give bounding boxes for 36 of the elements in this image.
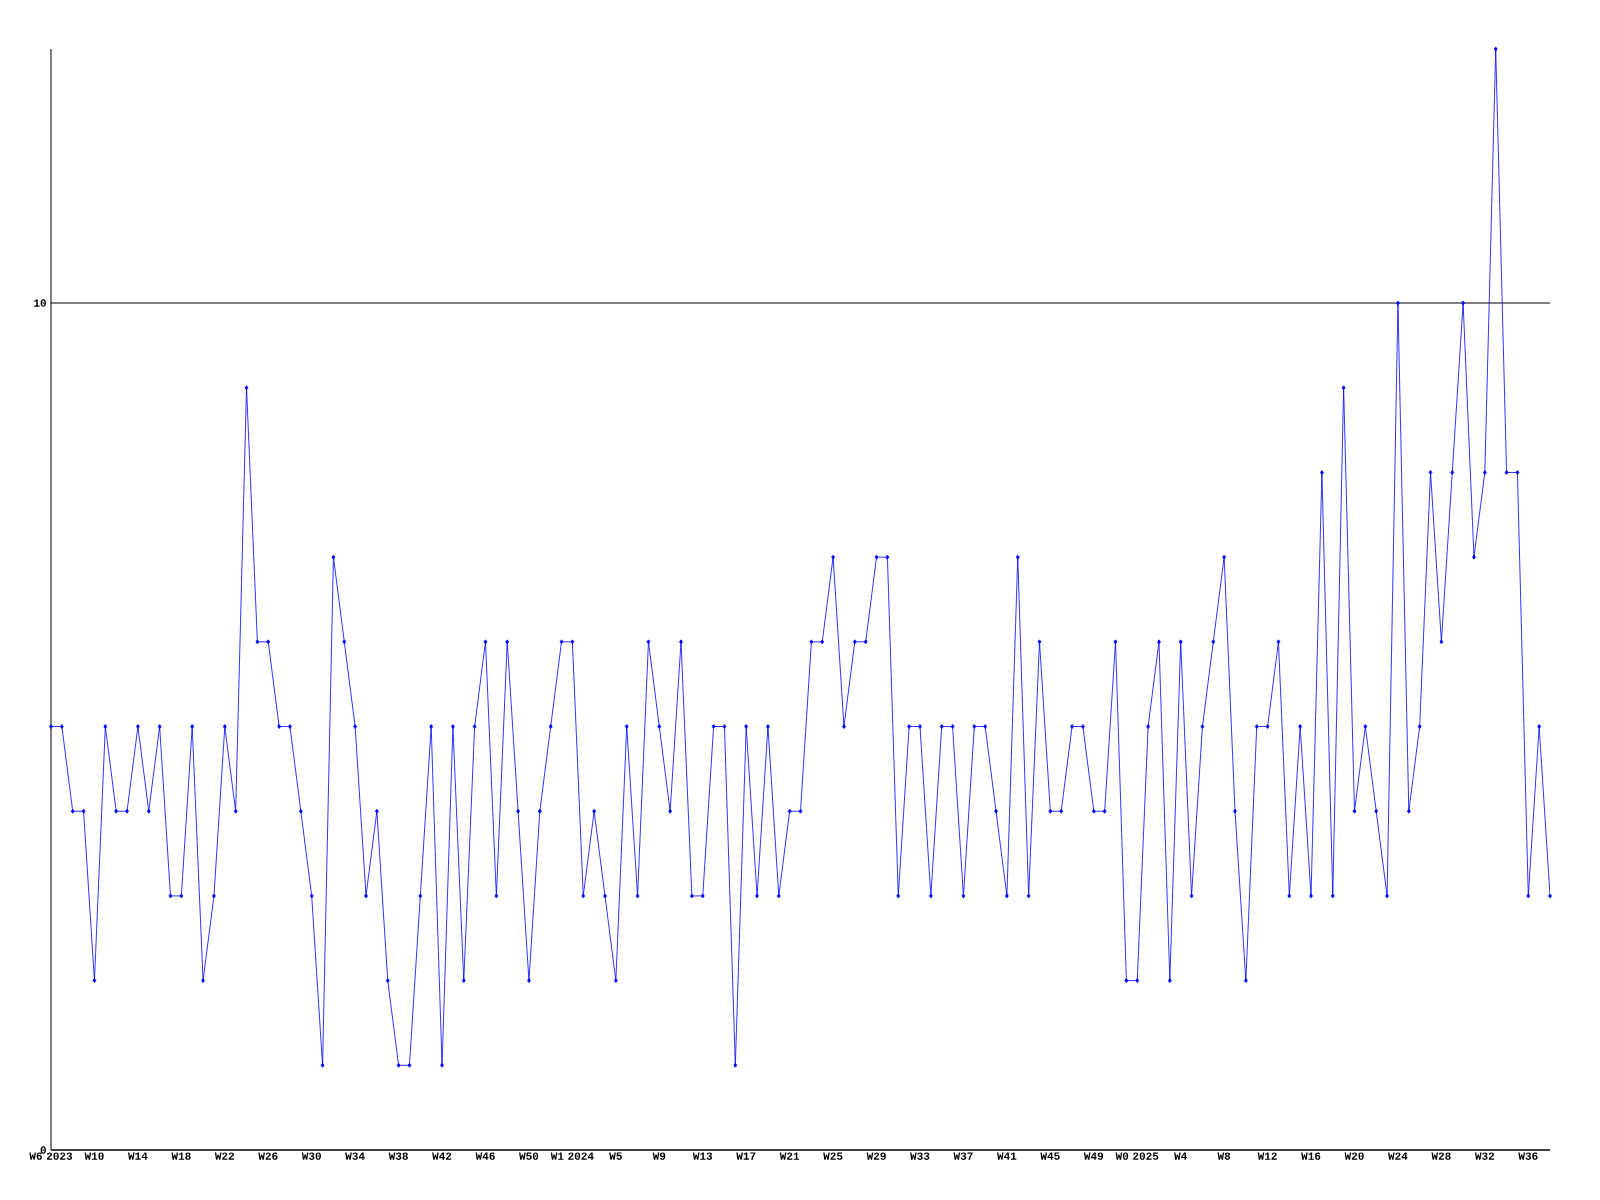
- x-tick-label: W46: [475, 1152, 495, 1160]
- x-tick-label: W38: [388, 1152, 408, 1160]
- x-tick-label: W30: [301, 1152, 321, 1160]
- x-tick-label: W34: [345, 1152, 365, 1160]
- x-tick-label: W13: [692, 1152, 713, 1160]
- x-tick-label: W12: [1257, 1152, 1277, 1160]
- x-tick-label: W18: [171, 1152, 191, 1160]
- x-tick-label: W1 2024: [550, 1152, 594, 1160]
- x-tick-label: W20: [1344, 1152, 1364, 1160]
- x-tick-label: W9: [652, 1152, 666, 1160]
- x-tick-label: W25: [823, 1152, 843, 1160]
- x-tick-label: W50: [519, 1152, 539, 1160]
- x-tick-label: W33: [910, 1152, 930, 1160]
- x-tick-label: W0 2025: [1115, 1152, 1159, 1160]
- x-tick-label: W8: [1217, 1152, 1231, 1160]
- x-tick-label: W49: [1083, 1152, 1104, 1160]
- x-tick-label: W32: [1474, 1152, 1495, 1160]
- x-tick-label: W21: [779, 1152, 800, 1160]
- x-tick-label: W10: [84, 1152, 104, 1160]
- x-tick-label: W5: [609, 1152, 622, 1160]
- y-tick-label: 10: [34, 299, 46, 307]
- x-tick-label: W22: [214, 1152, 235, 1160]
- x-tick-label: W36: [1518, 1152, 1538, 1160]
- x-tick-label: W14: [128, 1152, 148, 1160]
- x-tick-label: W29: [866, 1152, 886, 1160]
- x-tick-label: W41: [996, 1152, 1017, 1160]
- y-tick-label: 0: [40, 1146, 46, 1154]
- x-tick-label: W42: [432, 1152, 452, 1160]
- x-tick-label: W28: [1431, 1152, 1451, 1160]
- x-tick-label: W37: [953, 1152, 973, 1160]
- x-tick-label: W16: [1301, 1152, 1321, 1160]
- x-tick-label: W4: [1174, 1152, 1187, 1160]
- x-tick-label: W26: [258, 1152, 278, 1160]
- x-tick-label: W45: [1040, 1152, 1060, 1160]
- x-tick-label: W17: [736, 1152, 756, 1160]
- x-tick-label: W24: [1388, 1152, 1408, 1160]
